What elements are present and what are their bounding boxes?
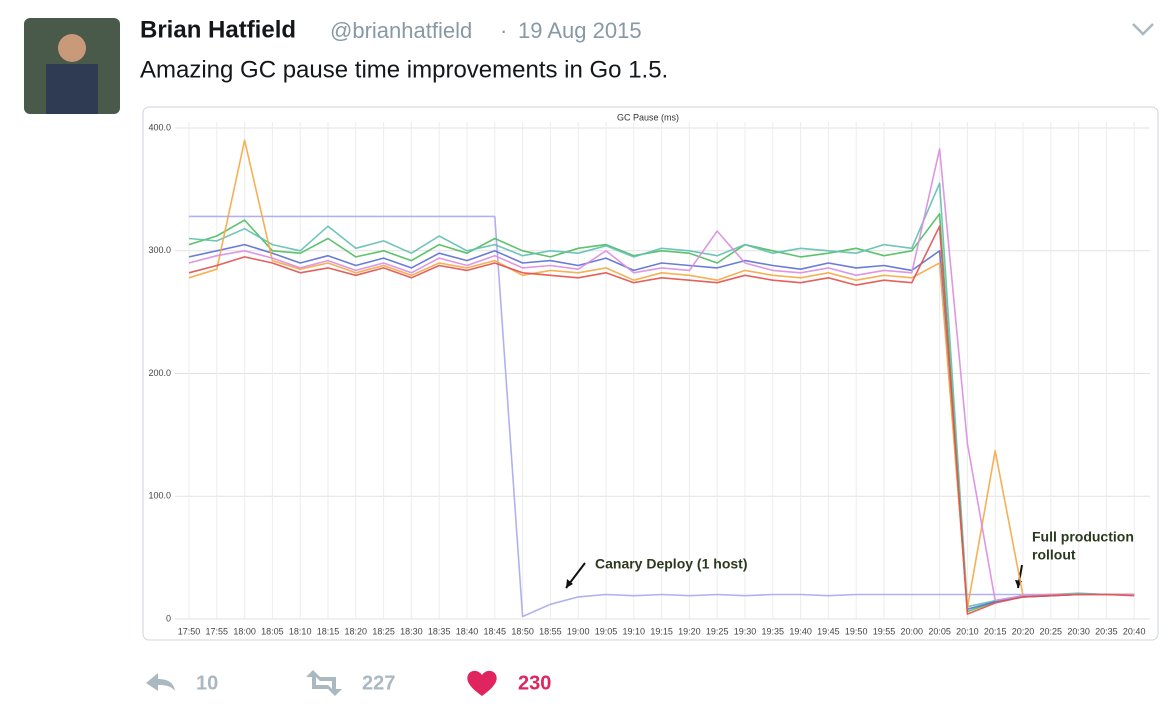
x-tick-label: 20:35	[1095, 626, 1118, 636]
annotation: Canary Deploy (1 host)	[595, 556, 747, 572]
x-tick-label: 19:35	[762, 626, 785, 636]
y-tick-label: 0	[166, 613, 171, 623]
series-line	[189, 215, 1135, 618]
y-tick-label: 200.0	[148, 368, 171, 378]
y-tick-label: 400.0	[148, 122, 171, 132]
chart: GC Pause (ms) 0 100.0 200.0 300.0 400.0 17:50…	[148, 112, 1150, 636]
x-tick-label: 19:00	[567, 626, 590, 636]
y-tick-label: 100.0	[148, 491, 171, 501]
x-tick-label: 17:50	[178, 626, 201, 636]
like-icon[interactable]	[467, 670, 497, 696]
like-count: 230	[518, 672, 551, 694]
retweet-count: 227	[362, 672, 395, 694]
chart-title: GC Pause (ms)	[617, 112, 679, 122]
annotation-arrowhead	[566, 579, 573, 588]
x-tick-label: 19:15	[650, 626, 673, 636]
retweet-icon[interactable]	[306, 670, 342, 696]
x-tick-label: 18:45	[484, 626, 507, 636]
x-tick-label: 19:25	[706, 626, 729, 636]
x-tick-label: 20:20	[1012, 626, 1035, 636]
x-tick-label: 20:15	[984, 626, 1007, 636]
x-tick-label: 19:10	[623, 626, 646, 636]
x-tick-label: 18:40	[456, 626, 479, 636]
reply-icon[interactable]	[146, 673, 175, 691]
series-line	[188, 225, 1135, 615]
series-line	[188, 243, 1135, 610]
x-tick-label: 18:50	[511, 626, 534, 636]
series-line	[188, 139, 1135, 609]
x-tick-label: 19:20	[678, 626, 701, 636]
avatar-body	[46, 64, 98, 114]
avatar-face	[58, 34, 86, 62]
series-line	[188, 213, 1135, 613]
x-tick-label: 20:10	[956, 626, 979, 636]
series-line	[188, 148, 1135, 602]
grid	[175, 122, 1150, 620]
x-tick-label: 19:40	[789, 626, 812, 636]
separator: ·	[500, 18, 507, 43]
annotation: rollout	[1032, 547, 1076, 563]
x-tick-label: 20:40	[1123, 626, 1146, 636]
tweet-date[interactable]: 19 Aug 2015	[518, 18, 642, 43]
x-tick-label: 18:25	[372, 626, 395, 636]
x-tick-label: 18:20	[345, 626, 368, 636]
x-tick-label: 20:25	[1040, 626, 1063, 636]
x-tick-label: 17:55	[206, 626, 229, 636]
x-tick-label: 18:00	[233, 626, 256, 636]
x-tick-label: 20:05	[928, 626, 951, 636]
tweet-text: Amazing GC pause time improvements in Go…	[140, 56, 668, 83]
x-tick-label: 18:30	[400, 626, 423, 636]
x-tick-label: 19:45	[817, 626, 840, 636]
x-tick-label: 18:15	[317, 626, 340, 636]
x-tick-label: 19:55	[873, 626, 896, 636]
x-tick-label: 20:30	[1067, 626, 1090, 636]
x-tick-label: 18:05	[261, 626, 284, 636]
user-handle[interactable]: @brianhatfield	[330, 18, 472, 43]
annotation: Full production	[1032, 529, 1134, 545]
user-name[interactable]: Brian Hatfield	[140, 16, 296, 43]
x-tick-label: 19:05	[595, 626, 618, 636]
x-tick-label: 18:35	[428, 626, 451, 636]
x-tick-label: 20:00	[901, 626, 924, 636]
x-tick-label: 18:10	[289, 626, 312, 636]
x-tick-label: 19:30	[734, 626, 757, 636]
x-tick-label: 18:55	[539, 626, 562, 636]
x-tick-label: 19:50	[845, 626, 868, 636]
series-line	[188, 182, 1135, 608]
y-tick-label: 300.0	[148, 245, 171, 255]
menu-chevron[interactable]	[1132, 23, 1154, 36]
reply-count: 10	[196, 672, 218, 694]
